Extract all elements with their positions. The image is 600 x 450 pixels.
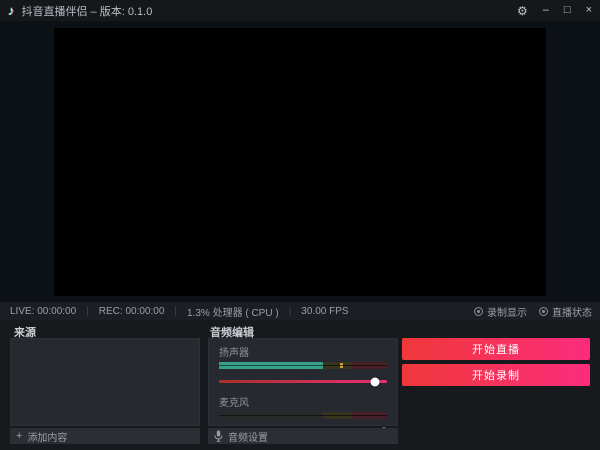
add-content-button[interactable]: + 添加内容 [10,428,200,444]
meter-red-zone [351,412,387,419]
separator: | [86,305,89,317]
radio-icon [539,306,548,316]
meter-active-level [219,362,324,369]
radio-label: 录制显示 [487,307,527,319]
separator: | [288,305,292,317]
minimize-button[interactable]: – [542,4,549,16]
video-preview-canvas[interactable] [54,28,546,296]
meter-red-zone [351,362,387,369]
window-title: 抖音直播伴侣 – 版本: 0.1.0 [21,5,153,18]
start-live-button[interactable]: 开始直播 [402,338,590,360]
separator: | [174,305,177,317]
window-controls: ⚙ – □ × [517,5,592,17]
status-radio-group: 录制显示 直播状态 [474,304,592,319]
radio-live-status[interactable]: 直播状态 [539,304,592,319]
start-record-button[interactable]: 开始录制 [402,364,590,386]
add-content-label: 添加内容 [27,432,68,444]
microphone-label: 麦克风 [219,398,249,409]
bottom-section: 来源 + 添加内容 音频编辑 扬声器 麦克风 [0,320,600,450]
meter-peak-marker [339,363,343,368]
settings-gear-icon[interactable]: ⚙ [517,3,528,18]
slider-knob[interactable] [370,377,380,386]
meter-yellow-zone [323,362,352,369]
sources-list[interactable] [10,338,200,426]
cpu-usage: 1.3% 处理器 ( CPU ) [187,307,279,319]
plus-icon: + [16,429,23,442]
status-bar: LIVE: 00:00:00 | REC: 00:00:00 | 1.3% 处理… [0,302,600,320]
audio-mixer-panel: 扬声器 麦克风 [208,338,398,436]
fps-indicator: 30.00 FPS [301,305,349,317]
microphone-icon [214,430,223,442]
sources-panel-title: 来源 [14,327,36,339]
live-timer: LIVE: 00:00:00 [10,305,77,317]
speaker-volume-meter [219,362,387,369]
meter-yellow-zone [323,412,352,419]
radio-record-display[interactable]: 录制显示 [474,304,527,319]
meter-idle-zone [219,412,324,419]
maximize-button[interactable]: □ [563,4,571,16]
microphone-volume-meter [219,412,387,419]
radio-icon [474,306,483,316]
radio-label: 直播状态 [552,307,592,319]
audio-settings-label: 音频设置 [228,432,268,444]
speaker-volume-slider[interactable] [219,377,387,386]
audio-settings-button[interactable]: 音频设置 [208,428,398,444]
close-button[interactable]: × [585,4,592,16]
speaker-label: 扬声器 [219,348,249,359]
douyin-logo-icon: ♪ [8,3,15,18]
rec-timer: REC: 00:00:00 [98,305,165,317]
preview-area [0,22,600,302]
audio-panel-title: 音频编辑 [210,327,254,339]
titlebar: ♪ 抖音直播伴侣 – 版本: 0.1.0 ⚙ – □ × [0,0,600,22]
